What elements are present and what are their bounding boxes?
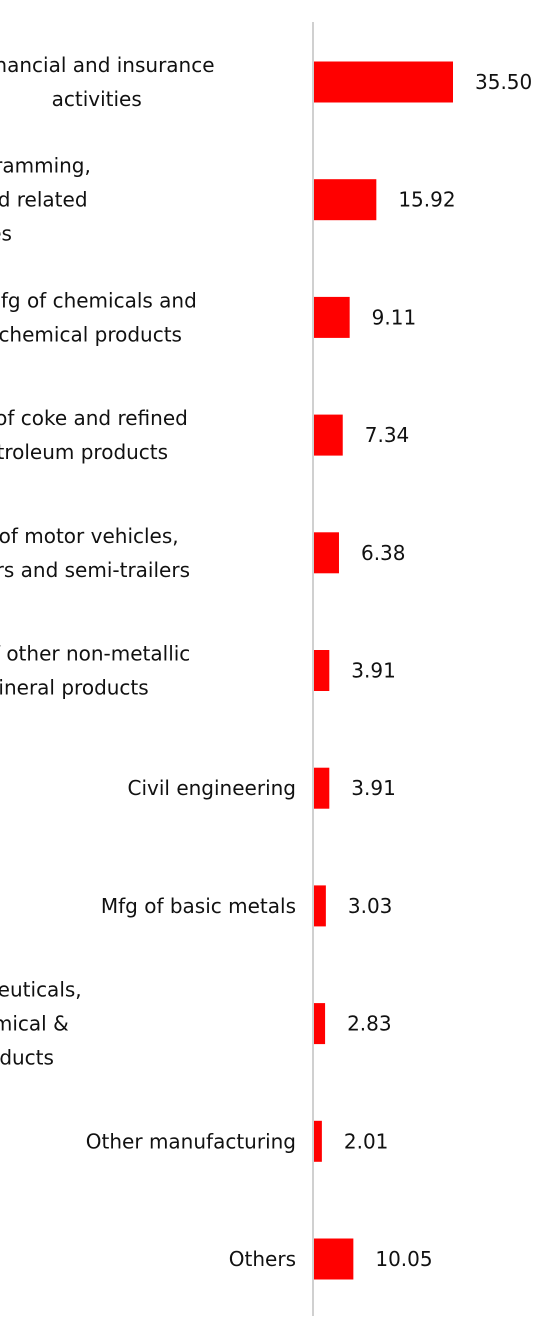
value-label: 2.01 — [344, 1129, 389, 1153]
category-label: Mfg of other non-metallic mineral product… — [0, 642, 190, 700]
category-label-line: activities — [0, 222, 12, 246]
value-label: 2.83 — [347, 1012, 392, 1036]
category-label-line: Others — [229, 1247, 296, 1271]
category-label-line: Mfg of other non-metallic — [0, 642, 190, 666]
category-label-line: Financial and insurance — [0, 53, 215, 77]
category-label: Financial and insurance activities — [0, 53, 215, 111]
bar — [314, 1120, 322, 1162]
value-label: 3.03 — [348, 894, 393, 918]
value-label: 3.91 — [351, 776, 396, 800]
value-label: 3.91 — [351, 659, 396, 683]
category-label-line: medicinal chemical & — [0, 1012, 69, 1036]
bar — [314, 61, 453, 103]
bars-group: 35.50 Financial and insurance activities 15… — [0, 53, 532, 1280]
value-label: 6.38 — [361, 541, 406, 565]
category-label: Mfg of basic metals — [101, 894, 296, 918]
category-label-line: trailers and semi-trailers — [0, 558, 190, 582]
bar — [314, 1238, 354, 1280]
category-label-line: Mfg of motor vehicles, — [0, 524, 179, 548]
value-label: 35.50 — [475, 70, 532, 94]
category-label-line: petroleum products — [0, 440, 168, 464]
category-label: Other manufacturing — [86, 1129, 296, 1153]
category-label: Computer programming, consultancy and rel… — [0, 154, 91, 246]
value-label: 15.92 — [398, 188, 455, 212]
category-label-line: botanical products — [0, 1046, 54, 1070]
bar — [314, 885, 326, 927]
bar — [314, 767, 330, 809]
category-label-line: Civil engineering — [128, 776, 297, 800]
category-label-line: Mfg of chemicals and — [0, 288, 197, 312]
category-label-line: chemical products — [0, 322, 182, 346]
bar — [314, 532, 339, 574]
category-label: Mfg of coke and refined petroleum product… — [0, 406, 188, 464]
category-label: Civil engineering — [128, 776, 297, 800]
category-label-line: Mfg of basic metals — [101, 894, 296, 918]
category-label-line: Other manufacturing — [86, 1129, 296, 1153]
value-label: 10.05 — [375, 1247, 432, 1271]
bar — [314, 179, 377, 221]
category-label: Others — [229, 1247, 296, 1271]
category-label: Mfg of pharmaceuticals, medicinal chemica… — [0, 978, 82, 1070]
category-label-line: activities — [52, 87, 142, 111]
bar — [314, 296, 350, 338]
category-label-line: Mfg of coke and refined — [0, 406, 188, 430]
category-label: Mfg of motor vehicles, trailers and semi-… — [0, 524, 190, 582]
category-label-line: consultancy and related — [0, 188, 88, 212]
category-label-line: Mfg of pharmaceuticals, — [0, 978, 82, 1002]
bar — [314, 414, 343, 456]
bar — [314, 650, 330, 691]
category-label-line: Computer programming, — [0, 154, 91, 178]
category-label-line: mineral products — [0, 676, 149, 700]
category-label: Mfg of chemicals and chemical products — [0, 288, 197, 346]
value-label: 9.11 — [372, 305, 417, 329]
value-label: 7.34 — [365, 423, 410, 447]
bar — [314, 1003, 326, 1045]
